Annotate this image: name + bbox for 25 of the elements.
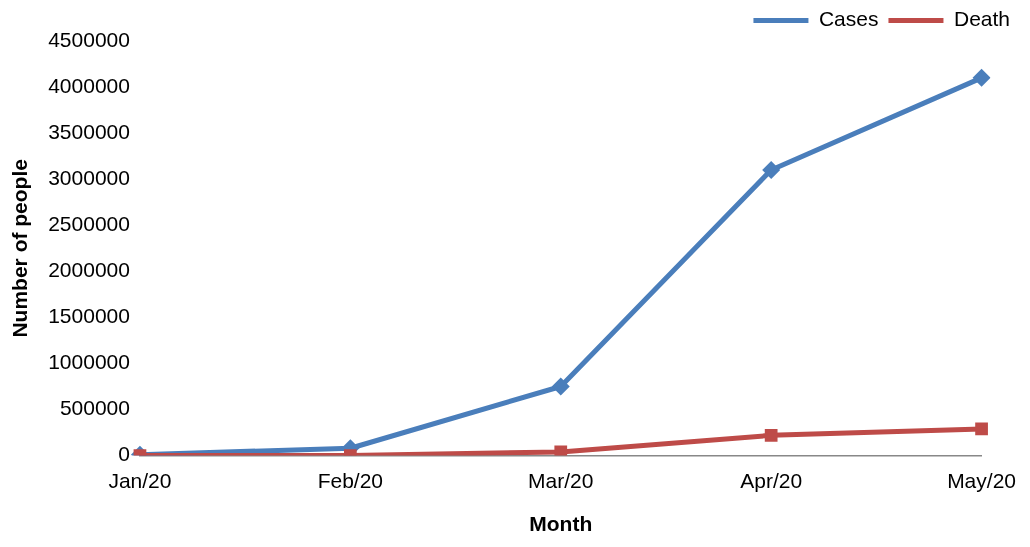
point [551,377,570,396]
point [554,445,568,456]
x-tick-label: May/20 [947,469,1016,492]
y-tick-label: 4500000 [48,27,130,51]
legend-label: Death [953,7,1011,31]
legend-label: Cases [818,7,879,31]
y-tick-label: 3000000 [48,166,130,189]
x-tick-label: Apr/20 [740,469,803,492]
y-tick-label: 500000 [59,396,130,420]
point [975,422,988,436]
x-tick-label: Jan/20 [108,469,172,492]
point [972,68,991,87]
y-tick-label: 3500000 [48,119,130,143]
x-tick-label: Feb/20 [317,469,384,492]
point [762,160,781,179]
x-tick-label: Mar/20 [528,469,594,492]
y-tick-label: 1000000 [48,350,130,374]
y-tick-label: 4000000 [48,73,130,97]
y-tick-label: 0 [118,442,130,466]
y-tick-label: 2500000 [48,212,130,236]
x-axis-title: Month [529,512,593,536]
y-tick-label: 1500000 [48,304,130,328]
y-tick-label: 2000000 [48,258,130,282]
point [764,428,778,442]
y-axis-title: Number of people [8,159,32,338]
